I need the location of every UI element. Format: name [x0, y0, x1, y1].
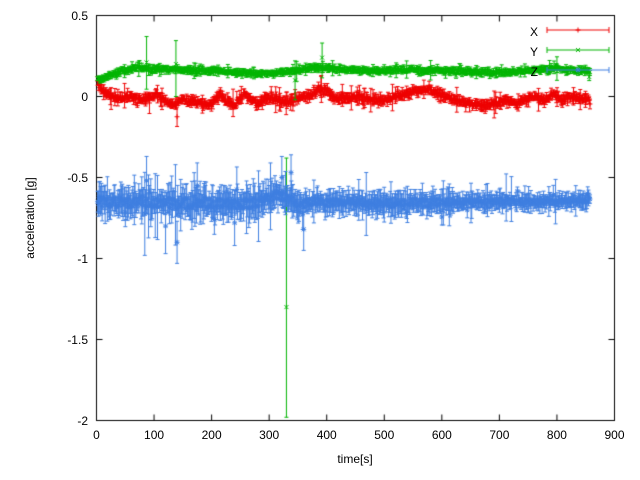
x-axis-label: time[s] [337, 452, 373, 466]
y-tick-label: -2 [77, 413, 88, 428]
x-tick-label: 600 [431, 427, 452, 442]
legend-label-y: Y [529, 45, 538, 59]
x-tick-label: 200 [201, 427, 222, 442]
x-tick-label: 500 [374, 427, 395, 442]
legend: X Y Z [498, 22, 538, 82]
x-tick-label: 100 [144, 427, 165, 442]
x-tick-label: 900 [604, 427, 625, 442]
x-tick-label: 700 [489, 427, 510, 442]
y-tick-label: 0.5 [71, 8, 88, 23]
y-tick-label: -0.5 [67, 170, 88, 185]
y-tick-label: -1.5 [67, 332, 88, 347]
y-tick-label: 0 [81, 89, 88, 104]
legend-label-z: Z [530, 65, 538, 79]
x-tick-label: 400 [316, 427, 337, 442]
x-tick-label: 300 [259, 427, 280, 442]
legend-label-x: X [529, 25, 538, 39]
x-tick-label: 0 [93, 427, 100, 442]
y-tick-label: -1 [77, 251, 88, 266]
x-tick-label: 800 [546, 427, 567, 442]
y-axis-label: acceleration [g] [23, 177, 37, 259]
